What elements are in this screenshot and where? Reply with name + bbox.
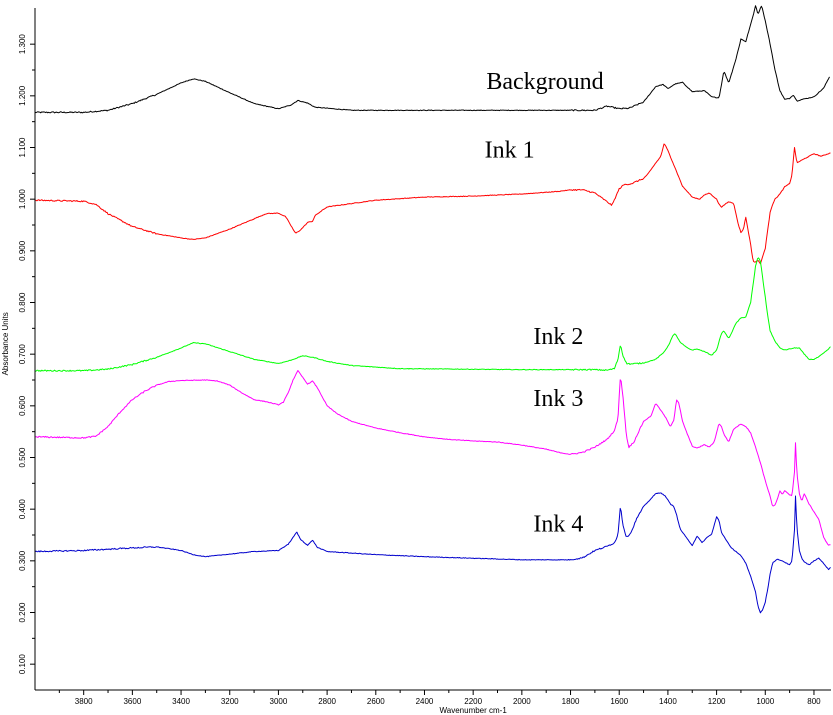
series-label-background: Background [486,69,603,95]
x-tick-label: 2000 [513,697,531,706]
y-tick-label: 0.500 [18,447,27,468]
y-tick-label: 1.000 [18,189,27,210]
x-tick-label: 1000 [756,697,774,706]
series-label-ink-2: Ink 2 [533,324,583,350]
series-line-ink-2 [34,257,831,372]
x-axis-label: Wavenumber cm-1 [440,706,508,715]
x-tick-label: 3200 [221,697,239,706]
y-tick-label: 1.300 [18,34,27,55]
series-line-ink-1 [35,143,831,265]
series-line-background [34,5,830,114]
series-label-ink-4: Ink 4 [533,511,583,537]
y-tick-label: 0.100 [18,654,27,675]
y-tick-label: 0.900 [18,240,27,261]
series-line-ink-3 [34,370,831,546]
y-tick-label: 0.200 [18,602,27,623]
x-tick-label: 2600 [367,697,385,706]
series-line-ink-4 [34,492,831,614]
y-tick-label: 0.400 [18,499,27,520]
series-label-ink-1: Ink 1 [485,137,535,163]
x-tick-label: 2800 [318,697,336,706]
x-tick-label: 3400 [172,697,190,706]
y-axis-label: Absorbance Units [1,312,10,375]
y-tick-label: 0.700 [18,344,27,365]
y-tick-label: 0.800 [18,292,27,313]
y-tick-label: 0.300 [18,550,27,571]
x-tick-label: 2200 [464,697,482,706]
series-layer [34,5,831,614]
x-tick-label: 3600 [123,697,141,706]
y-tick-label: 1.200 [18,85,27,106]
x-tick-label: 3000 [270,697,288,706]
annotation-layer: Background Ink 1 Ink 2 Ink 3 Ink 4 [485,69,604,537]
x-tick-label: 800 [807,697,821,706]
series-label-ink-3: Ink 3 [533,386,583,412]
x-tick-label: 1800 [562,697,580,706]
axes-layer: 3800 3600 3400 3200 3000 2800 2600 2400 2200 2000… [1,8,831,715]
x-tick-label: 1400 [659,697,677,706]
x-tick-label: 1200 [708,697,726,706]
y-tick-label: 0.600 [18,395,27,416]
x-tick-label: 2400 [416,697,434,706]
x-tick-label: 3800 [75,697,93,706]
x-tick-label: 1600 [610,697,628,706]
y-tick-label: 1.100 [18,137,27,158]
